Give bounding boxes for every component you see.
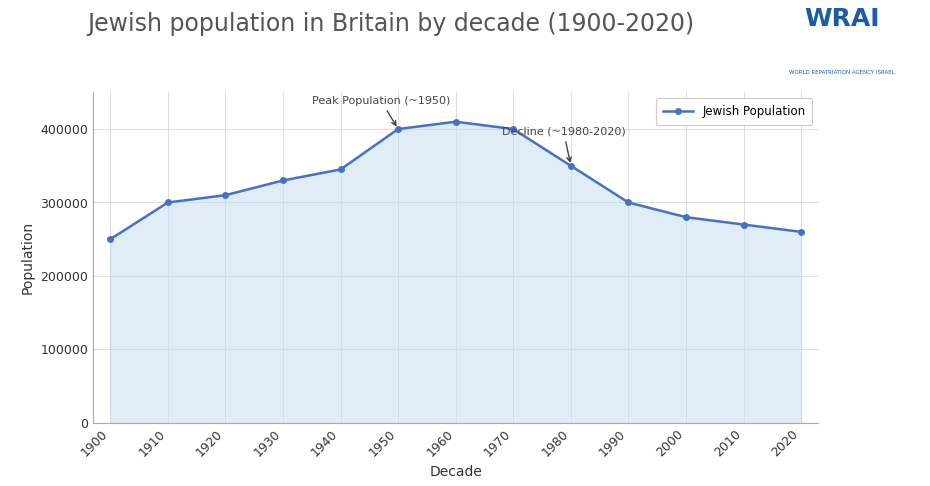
Text: WRAI: WRAI [804,7,880,31]
Jewish Population [681,214,692,220]
Text: WORLD REPATRIATION AGENCY ISRAEL: WORLD REPATRIATION AGENCY ISRAEL [789,70,895,75]
Jewish Population [738,222,750,227]
Jewish Population [565,163,577,169]
Jewish Population [105,236,116,242]
Line: Jewish Population: Jewish Population [108,119,804,242]
Jewish Population [623,200,634,206]
Text: Jewish population in Britain by decade (1900-2020): Jewish population in Britain by decade (… [87,12,694,36]
Jewish Population [335,167,346,173]
Text: Decline (~1980-2020): Decline (~1980-2020) [502,126,626,161]
X-axis label: Decade: Decade [430,465,482,479]
Text: Peak Population (~1950): Peak Population (~1950) [312,96,450,125]
Legend: Jewish Population: Jewish Population [657,98,813,125]
Y-axis label: Population: Population [20,221,34,294]
Jewish Population [450,119,461,124]
Jewish Population [508,126,519,132]
Jewish Population [162,200,173,206]
Jewish Population [219,192,231,198]
Jewish Population [795,229,806,235]
Jewish Population [392,126,404,132]
Jewish Population [277,177,288,183]
